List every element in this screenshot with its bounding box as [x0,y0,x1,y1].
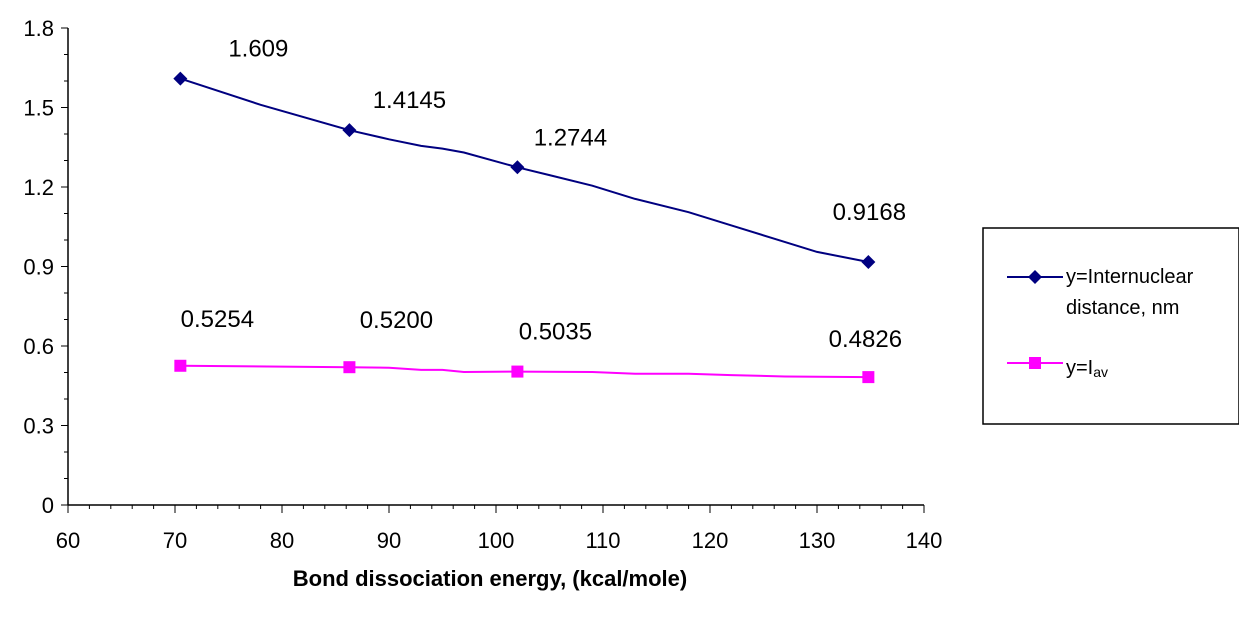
series-1-point [510,160,525,175]
x-tick-label: 120 [692,528,729,553]
legend-marker-series-1 [1028,270,1042,284]
series-1-point [342,123,357,138]
series-1-data-label: 1.609 [228,36,288,63]
x-tick-label: 130 [799,528,836,553]
y-tick-label: 0.6 [23,334,54,359]
x-tick-label: 110 [585,528,620,553]
series-2-data-label: 0.5200 [360,307,433,334]
series-1-point [173,71,188,86]
y-tick-label: 1.5 [23,96,54,121]
x-axis-title: Bond dissociation energy, (kcal/mole) [293,566,687,591]
legend-box [982,227,1239,425]
series-1-data-label: 1.4145 [373,87,446,114]
series-2-point [511,365,524,378]
series-1-point [861,255,876,270]
series-2-line [180,364,869,379]
legend-label-series-2-sub: av [1093,364,1108,380]
x-tick-label: 140 [906,528,943,553]
tick-labels: 0 0.3 0.6 0.9 1.2 1.5 1.8 60 70 80 90 100 110 120 130 1… [23,16,942,553]
y-tick-label: 0.3 [23,414,54,439]
x-tick-label: 90 [377,528,401,553]
series-2-point [174,359,187,372]
y-tick-label: 1.8 [23,16,54,41]
legend-label-series-2-prefix: y=I [1066,357,1093,379]
series-2-data-label: 0.5035 [519,319,592,346]
x-tick-label: 60 [56,528,80,553]
series-1-data-label: 1.2744 [534,124,607,151]
y-tick-label: 1.2 [23,175,54,200]
series-1-line [180,77,869,263]
legend-label-series-2: y=Iav [1066,357,1108,380]
series-1-data-label: 0.9168 [833,199,906,226]
legend: y=Internuclear distance, nm y=Iav [982,227,1239,425]
y-tick-label: 0.9 [23,255,54,280]
series-2-point [862,371,875,384]
legend-marker-series-2 [1029,357,1041,369]
x-tick-label: 70 [163,528,187,553]
series-layer: 1.609 1.4145 1.2744 0.9168 0.5254 0.5200 0.503… [173,36,906,384]
x-tick-label: 80 [270,528,294,553]
legend-label-series-1-line1: y=Internuclear [1066,266,1194,288]
y-tick-label: 0 [42,493,54,518]
axes [61,27,925,513]
series-2-point [343,361,356,374]
series-2-data-label: 0.5254 [181,306,254,333]
x-tick-label: 100 [478,528,515,553]
legend-label-series-1-line2: distance, nm [1066,297,1179,319]
series-2-data-label: 0.4826 [829,326,902,353]
